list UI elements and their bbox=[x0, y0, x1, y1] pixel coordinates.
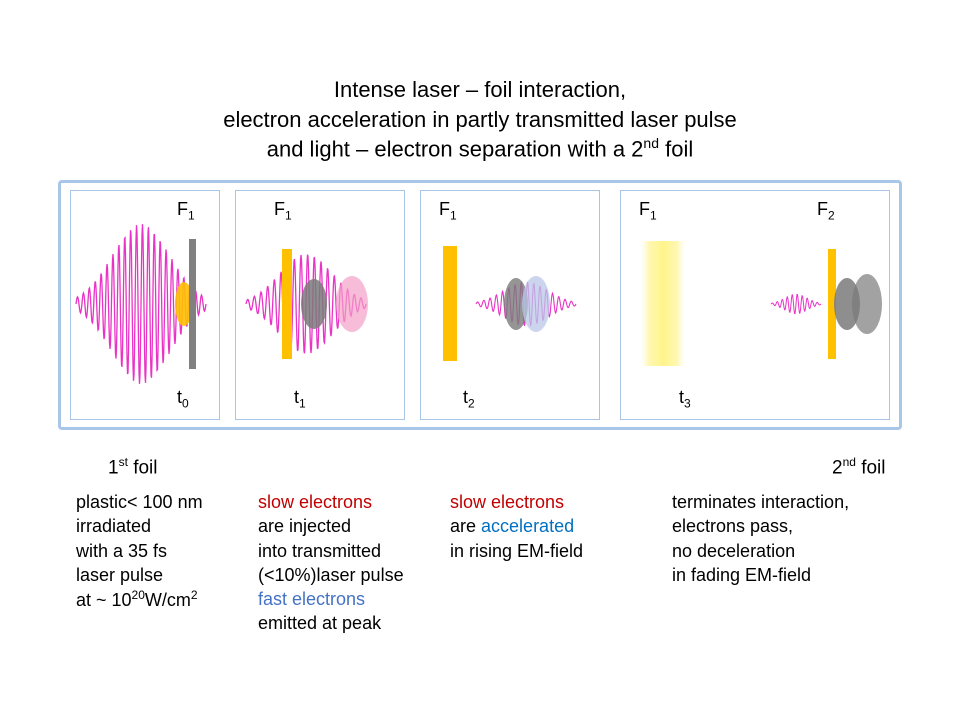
time-label: t0 bbox=[177, 387, 189, 411]
description-d3: terminates interaction,electrons pass,no… bbox=[672, 490, 902, 587]
diagram-title: Intense laser – foil interaction, electr… bbox=[0, 75, 960, 164]
time-label: t2 bbox=[463, 387, 475, 411]
heading-first-foil: 1st foil bbox=[108, 455, 158, 479]
heading-second-foil: 2nd foil bbox=[832, 455, 886, 479]
title-line3a: and light – electron separation with a 2 bbox=[267, 137, 644, 162]
description-d0: plastic< 100 nmirradiatedwith a 35 fslas… bbox=[76, 490, 256, 612]
foil-label: F2 bbox=[817, 199, 835, 223]
description-d2: slow electronsare acceleratedin rising E… bbox=[450, 490, 640, 563]
time-label: t3 bbox=[679, 387, 691, 411]
foil-label: F1 bbox=[274, 199, 292, 223]
foil-label: F1 bbox=[177, 199, 195, 223]
title-line3b: foil bbox=[659, 137, 693, 162]
foil-label: F1 bbox=[639, 199, 657, 223]
foil-label: F1 bbox=[439, 199, 457, 223]
panel-p1: F1 t1 bbox=[235, 190, 405, 420]
description-d1: slow electronsare injectedinto transmitt… bbox=[258, 490, 438, 636]
time-label: t1 bbox=[294, 387, 306, 411]
title-line1: Intense laser – foil interaction, bbox=[334, 77, 626, 102]
panel-p0: F1 t0 bbox=[70, 190, 220, 420]
panel-p2: F1 t2 bbox=[420, 190, 600, 420]
title-line2: electron acceleration in partly transmit… bbox=[223, 107, 737, 132]
title-sup: nd bbox=[643, 135, 659, 151]
panel-p3: F1 F2 t3 bbox=[620, 190, 890, 420]
